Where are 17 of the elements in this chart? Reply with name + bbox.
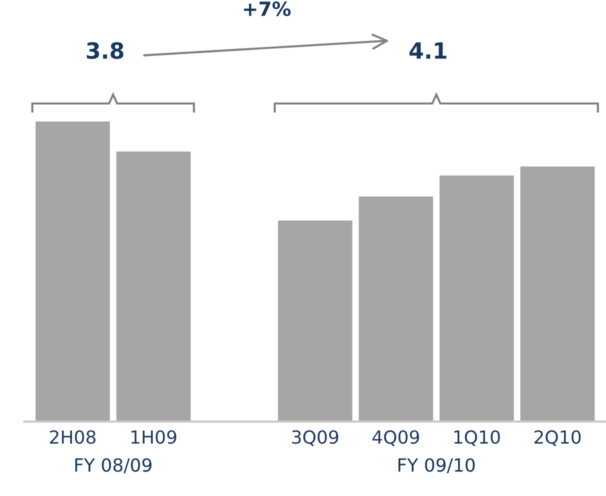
bar [358, 196, 434, 422]
x-tick-label: 4Q09 [372, 430, 419, 446]
x-tick-label: 1Q10 [454, 430, 500, 446]
bar [278, 220, 352, 422]
text: 4.1 [410, 42, 446, 59]
text: 3.8 [86, 42, 124, 59]
x-tick-label: 3Q09 [292, 430, 338, 446]
bar [520, 166, 595, 422]
x-tick-label: 2H08 [50, 430, 96, 444]
bar [36, 122, 110, 422]
x-tick-label: 1H09 [131, 430, 176, 444]
text: +7% [244, 1, 291, 16]
bar [440, 176, 514, 422]
text: FY 09/10 [398, 458, 475, 474]
bar [116, 152, 191, 422]
x-tick-label: 2Q10 [534, 430, 581, 446]
text: FY 08/09 [75, 458, 152, 474]
